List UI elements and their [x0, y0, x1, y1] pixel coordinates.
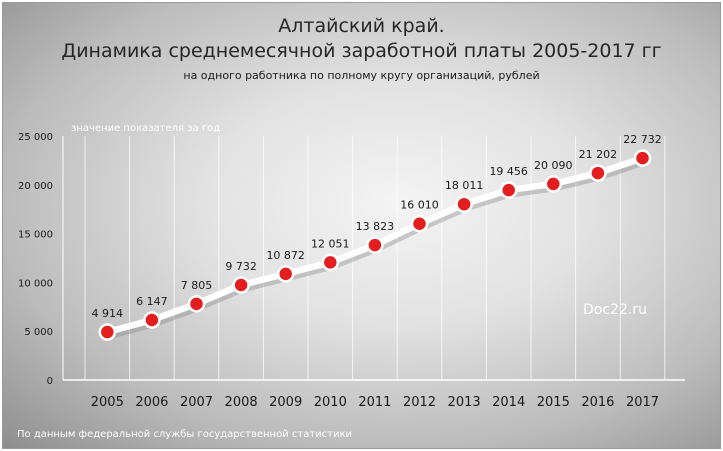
x-tick-label: 2007 [180, 395, 213, 410]
y-tick-label: 5 000 [24, 327, 53, 338]
data-label: 21 202 [579, 148, 618, 161]
x-tick-label: 2015 [537, 395, 570, 410]
x-tick-label: 2017 [626, 395, 659, 410]
y-tick-label: 20 000 [18, 181, 53, 192]
chart-title-line2: Динамика среднемесячной заработной платы… [61, 40, 662, 62]
x-tick-label: 2005 [91, 395, 124, 410]
data-point [276, 265, 295, 283]
data-point [366, 236, 384, 254]
data-label: 19 456 [489, 165, 528, 178]
x-tick-label: 2010 [314, 395, 347, 410]
line-chart: 0 5 000 10 000 15 000 20 000 25 000 2005 2006 20… [18, 132, 685, 410]
data-point [321, 253, 340, 272]
x-tick-label: 2016 [581, 395, 614, 410]
data-label: 13 823 [356, 220, 395, 233]
y-tick-label: 15 000 [18, 230, 53, 241]
data-label: 6 147 [136, 295, 168, 308]
chart-title-line1: Алтайский край. [278, 15, 445, 37]
source-note: По данным федеральной службы государстве… [17, 429, 353, 440]
indicator-note: значение показателя за год [71, 123, 221, 134]
data-label: 16 010 [400, 199, 439, 212]
data-point [455, 195, 473, 213]
data-point [633, 149, 652, 167]
y-tick-label: 25 000 [18, 132, 53, 143]
data-point [98, 323, 117, 341]
data-label: 18 011 [445, 179, 484, 192]
x-tick-label: 2012 [403, 395, 436, 410]
data-label: 20 090 [534, 159, 573, 172]
data-label: 12 051 [311, 237, 350, 250]
data-label: 9 732 [225, 260, 257, 273]
data-point [410, 214, 429, 233]
x-tick-label: 2011 [358, 395, 391, 410]
chart-subtitle: на одного работника по полному кругу орг… [183, 69, 540, 82]
y-tick-label: 10 000 [18, 278, 53, 289]
data-label: 4 914 [92, 307, 124, 320]
data-point [544, 175, 563, 193]
data-label: 22 732 [623, 133, 662, 146]
data-point [232, 276, 250, 294]
data-label: 7 805 [181, 279, 213, 292]
x-tick-label: 2009 [269, 395, 302, 410]
data-label: 10 872 [266, 249, 305, 262]
data-point [589, 164, 607, 182]
x-tick-label: 2006 [135, 395, 168, 410]
data-point [499, 181, 518, 199]
watermark: Doc22.ru [583, 302, 647, 318]
x-tick-label: 2014 [492, 395, 525, 410]
x-tick-label: 2008 [225, 395, 258, 410]
data-point [187, 295, 206, 313]
data-point [143, 311, 161, 329]
y-tick-label: 0 [47, 376, 53, 387]
x-tick-label: 2013 [448, 395, 481, 410]
